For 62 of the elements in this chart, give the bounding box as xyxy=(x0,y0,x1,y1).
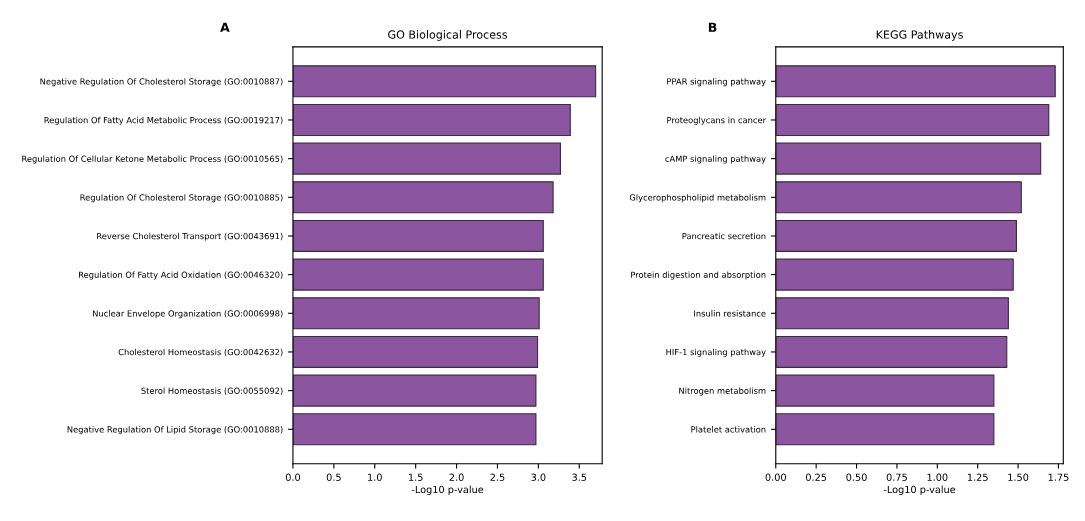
bar xyxy=(775,335,1008,368)
x-tick-label: 1.5 xyxy=(409,473,423,481)
bar xyxy=(292,65,597,98)
chart-title: KEGG Pathways xyxy=(876,30,963,41)
text: A xyxy=(220,22,230,32)
x-tick-label: 1.0 xyxy=(368,473,382,481)
bar xyxy=(292,181,554,214)
bar xyxy=(292,335,539,368)
y-tick-label: Glycerophospholipid metabolism xyxy=(629,194,766,203)
bar xyxy=(292,413,537,446)
y-tick-label: Negative Regulation Of Lipid Storage (GO:0010888) xyxy=(67,426,283,435)
x-axis-title: -Log10 p-value xyxy=(883,485,956,496)
bar xyxy=(292,297,540,330)
bar xyxy=(775,65,1056,98)
bar xyxy=(775,258,1014,291)
y-tick-label: HIF-1 signaling pathway xyxy=(666,348,766,357)
y-tick-label: Pancreatic secretion xyxy=(682,232,766,240)
y-tick-label: Regulation Of Cholesterol Storage (GO:0010885) xyxy=(80,194,283,203)
x-tick-label: 1.00 xyxy=(927,473,948,481)
bar xyxy=(775,374,995,407)
bar xyxy=(292,374,537,407)
bar xyxy=(775,142,1042,175)
x-tick-label: 2.5 xyxy=(490,473,505,481)
y-tick-label: Reverse Cholesterol Transport (GO:0043691) xyxy=(97,232,283,241)
y-tick-label: Platelet activation xyxy=(691,426,766,433)
y-tick-label: Regulation Of Fatty Acid Metabolic Process (GO:0019217) xyxy=(44,116,283,125)
y-tick-label: PPAR signaling pathway xyxy=(667,78,766,87)
chart-title: GO Biological Process xyxy=(388,30,508,41)
x-tick-label: 2.0 xyxy=(449,473,464,481)
x-tick-label: 3.5 xyxy=(572,473,587,481)
bar xyxy=(775,103,1050,136)
y-tick-label: Regulation Of Fatty Acid Oxidation (GO:0046320) xyxy=(79,271,283,280)
y-tick-label: Proteoglycans in cancer xyxy=(667,116,767,125)
bar xyxy=(775,297,1009,330)
x-tick-label: 0.75 xyxy=(886,473,907,481)
bar xyxy=(292,103,571,136)
bar xyxy=(775,413,995,446)
y-tick-label: Insulin resistance xyxy=(694,310,766,317)
bar xyxy=(775,219,1018,252)
x-tick-label: 0.25 xyxy=(805,473,827,481)
bar xyxy=(775,181,1022,214)
bar xyxy=(292,142,562,175)
x-axis-title: -Log10 p-value xyxy=(411,485,484,496)
y-tick-label: Nitrogen metabolism xyxy=(679,387,766,396)
x-tick-label: 1.75 xyxy=(1048,473,1069,481)
y-tick-label: Cholesterol Homeostasis (GO:0042632) xyxy=(118,348,283,357)
x-tick-label: 0.50 xyxy=(846,473,867,481)
bar xyxy=(292,258,544,291)
y-tick-label: Sterol Homeostasis (GO:0055092) xyxy=(141,387,283,395)
x-tick-label: 1.50 xyxy=(1008,473,1029,481)
x-tick-label: 3.0 xyxy=(531,473,546,481)
y-tick-label: Nuclear Envelope Organization (GO:0006998) xyxy=(93,310,283,319)
x-tick-label: 0.5 xyxy=(326,473,341,481)
y-tick-label: Negative Regulation Of Cholesterol Storage (GO:0010887) xyxy=(40,78,283,87)
bar xyxy=(292,219,544,252)
y-tick-label: Regulation Of Cellular Ketone Metabolic Process (GO:0010565) xyxy=(22,155,283,164)
y-tick-label: Protein digestion and absorption xyxy=(631,271,766,280)
x-tick-label: 0.00 xyxy=(765,473,786,481)
y-tick-label: cAMP signaling pathway xyxy=(665,155,766,164)
text: B xyxy=(708,22,717,32)
x-tick-label: 1.25 xyxy=(967,473,988,481)
x-tick-label: 0.0 xyxy=(285,473,301,481)
